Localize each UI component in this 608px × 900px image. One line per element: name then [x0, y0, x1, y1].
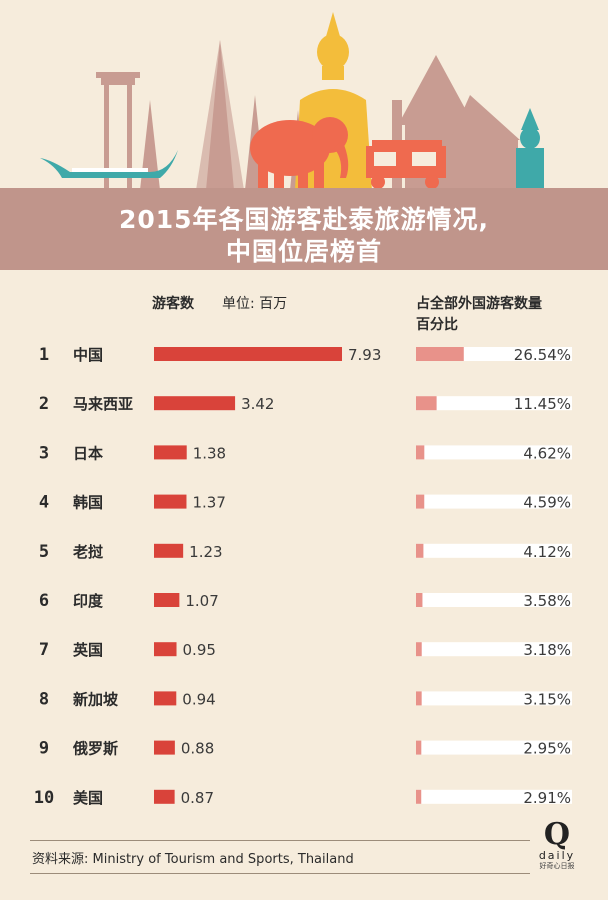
share-value-label: 2.95%	[523, 740, 571, 758]
banner-illustration	[40, 12, 544, 190]
boat-illustration	[40, 150, 178, 178]
share-bar	[416, 494, 425, 509]
rank-number: 8	[39, 689, 49, 709]
share-bar	[416, 789, 422, 804]
rank-number: 10	[34, 788, 54, 808]
logo-subtitle: 好奇心日报	[539, 862, 575, 870]
share-bar	[416, 642, 422, 657]
share-value-label: 3.58%	[523, 592, 571, 610]
visitor-value-label: 7.93	[348, 346, 381, 364]
visitor-bar	[154, 593, 180, 607]
visitor-bar	[154, 445, 187, 460]
share-value-label: 26.54%	[514, 346, 571, 364]
visitor-value-label: 0.88	[181, 740, 214, 758]
visitor-bar	[154, 396, 236, 411]
visitor-value-label: 1.23	[189, 543, 222, 561]
rank-number: 5	[39, 542, 49, 562]
rank-number: 7	[39, 640, 49, 660]
country-label: 英国	[73, 641, 103, 659]
share-value-label: 11.45%	[514, 395, 571, 413]
share-track	[416, 789, 572, 804]
visitor-bar	[154, 543, 184, 558]
share-bar	[416, 347, 464, 361]
visitor-value-label: 0.87	[181, 789, 214, 807]
footer-divider	[30, 840, 530, 841]
source-note: 资料来源: Ministry of Tourism and Sports, Th…	[32, 852, 354, 867]
country-label: 日本	[73, 444, 103, 462]
share-header-line-2: 百分比	[416, 317, 458, 333]
country-label: 中国	[73, 346, 103, 364]
country-label: 新加坡	[73, 690, 118, 708]
share-bar	[416, 593, 423, 607]
share-value-label: 4.12%	[523, 543, 571, 561]
visitor-value-label: 0.94	[182, 690, 215, 708]
share-track	[416, 691, 572, 706]
rank-number: 3	[39, 443, 49, 463]
share-track	[416, 593, 572, 607]
visitor-value-label: 1.37	[192, 494, 225, 512]
visitor-bar	[154, 494, 187, 509]
visitor-count-header: 游客数	[152, 296, 194, 312]
share-track	[416, 642, 572, 657]
chart-title-line-2: 中国位居榜首	[225, 237, 382, 266]
share-header-line-1: 占全部外国游客数量	[416, 296, 542, 312]
title-band	[0, 188, 608, 270]
share-value-label: 3.15%	[523, 690, 571, 708]
visitor-bar	[154, 740, 175, 755]
guardian-statue-illustration	[516, 108, 544, 190]
logo-word: daily	[538, 849, 576, 862]
visitor-value-label: 3.42	[241, 395, 274, 413]
footer-divider-bottom	[30, 873, 530, 874]
share-value-label: 4.59%	[523, 494, 571, 512]
share-value-label: 4.62%	[523, 444, 571, 462]
elephant-illustration	[250, 117, 349, 190]
rank-number: 1	[39, 345, 49, 365]
rank-number: 9	[39, 739, 49, 759]
country-label: 俄罗斯	[72, 740, 118, 758]
rank-number: 2	[39, 394, 49, 414]
unit-label: 单位: 百万	[222, 296, 288, 312]
daily-logo: Q daily 好奇心日报	[537, 820, 577, 871]
visitor-value-label: 1.38	[193, 444, 226, 462]
share-track	[416, 740, 572, 755]
rank-number: 4	[39, 493, 49, 513]
rank-number: 6	[39, 591, 49, 611]
visitor-bar	[154, 789, 175, 804]
visitor-value-label: 0.95	[183, 641, 216, 659]
share-bar	[416, 396, 437, 411]
visitor-bar	[154, 642, 177, 657]
share-bar	[416, 740, 422, 755]
country-label: 美国	[73, 789, 103, 807]
country-label: 马来西亚	[73, 395, 133, 413]
visitor-bar	[154, 691, 177, 706]
visitor-value-label: 1.07	[185, 592, 218, 610]
visitor-bar	[154, 347, 342, 361]
share-value-label: 2.91%	[523, 789, 571, 807]
share-bar	[416, 543, 424, 558]
tuk-tuk-illustration	[366, 140, 446, 189]
share-track	[416, 445, 572, 460]
share-track	[416, 494, 572, 509]
share-bar	[416, 445, 425, 460]
share-bar	[416, 691, 422, 706]
country-label: 印度	[73, 592, 104, 610]
country-label: 老挝	[72, 543, 104, 561]
giant-swing-illustration	[96, 72, 140, 190]
share-track	[416, 543, 572, 558]
country-label: 韩国	[73, 494, 103, 512]
share-value-label: 3.18%	[523, 641, 571, 659]
share-track	[416, 396, 572, 411]
chart-title-line-1: 2015年各国游客赴泰旅游情况,	[118, 205, 490, 234]
logo-mark: Q	[543, 817, 571, 852]
